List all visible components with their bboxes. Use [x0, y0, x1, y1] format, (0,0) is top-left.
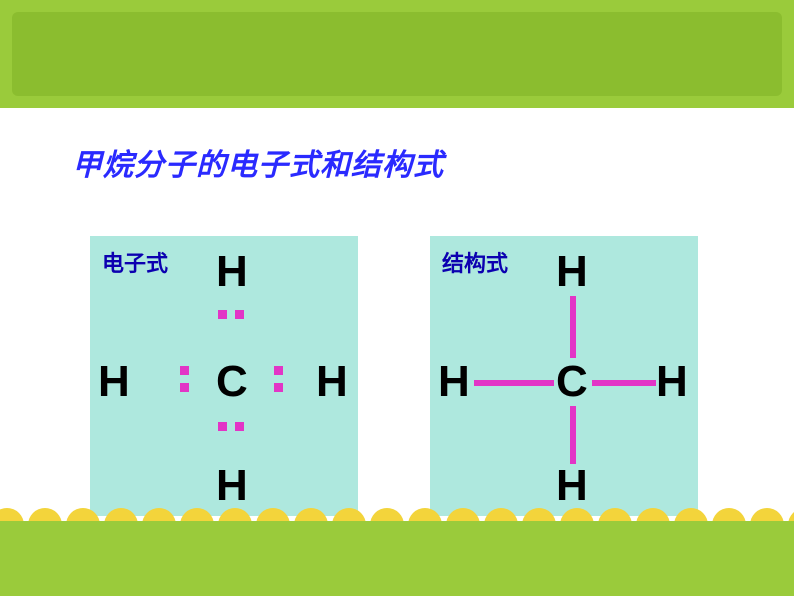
bond-right [592, 380, 656, 386]
atom-h-left: H [438, 360, 470, 404]
bond-bottom [570, 406, 576, 464]
panel-left-label: 电子式 [102, 246, 168, 278]
atom-h-left: H [98, 360, 130, 404]
electron-pair-left [180, 366, 189, 392]
electron-pair-top [218, 310, 244, 319]
electron-pair-bottom [218, 422, 244, 431]
footer-band [0, 521, 794, 596]
atom-c-center: C [556, 360, 588, 404]
bond-top [570, 296, 576, 358]
atom-h-top: H [216, 250, 248, 294]
atom-h-bottom: H [556, 464, 588, 508]
electron-pair-right [274, 366, 283, 392]
atom-h-right: H [656, 360, 688, 404]
panel-electron-formula: 电子式 H H C H H [90, 236, 358, 516]
atom-c-center: C [216, 360, 248, 404]
header-banner-inner [12, 12, 782, 96]
atom-h-bottom: H [216, 464, 248, 508]
atom-h-right: H [316, 360, 348, 404]
decorative-arc [490, 0, 610, 130]
page-title: 甲烷分子的电子式和结构式 [72, 140, 444, 184]
panel-structural-formula: 结构式 H H C H H [430, 236, 698, 516]
panel-right-label: 结构式 [442, 246, 508, 278]
header-banner [0, 0, 794, 108]
atom-h-top: H [556, 250, 588, 294]
bond-left [474, 380, 554, 386]
